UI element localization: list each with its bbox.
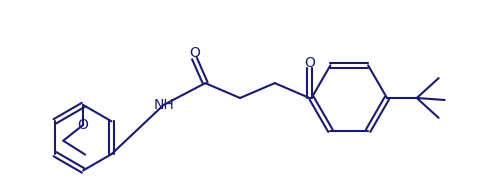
Text: O: O [304,56,315,70]
Text: O: O [189,46,200,60]
Text: O: O [78,118,88,132]
Text: NH: NH [153,98,174,112]
